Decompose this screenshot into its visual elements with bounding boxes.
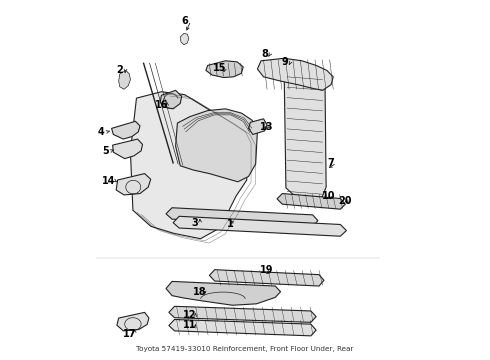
Polygon shape	[116, 174, 151, 195]
Text: 14: 14	[102, 176, 116, 186]
Polygon shape	[166, 282, 281, 305]
Text: 2: 2	[116, 65, 123, 75]
Polygon shape	[117, 312, 149, 331]
Polygon shape	[180, 33, 189, 45]
Text: 19: 19	[260, 265, 274, 275]
Polygon shape	[119, 71, 130, 89]
Text: 17: 17	[122, 329, 136, 339]
Text: 9: 9	[281, 57, 288, 67]
Polygon shape	[112, 121, 140, 139]
Polygon shape	[113, 139, 143, 159]
Text: 3: 3	[191, 219, 198, 228]
Text: 20: 20	[339, 195, 352, 206]
Text: 11: 11	[183, 320, 196, 330]
Polygon shape	[284, 71, 326, 202]
Text: 6: 6	[182, 15, 189, 26]
Polygon shape	[206, 61, 243, 77]
Text: 18: 18	[193, 287, 206, 297]
Polygon shape	[166, 208, 318, 226]
Polygon shape	[173, 216, 346, 236]
Text: 1: 1	[227, 220, 233, 229]
Polygon shape	[169, 306, 316, 322]
Text: 12: 12	[183, 310, 196, 320]
Polygon shape	[248, 119, 267, 134]
Text: 5: 5	[102, 146, 109, 156]
Text: 16: 16	[155, 100, 168, 109]
Text: 13: 13	[260, 122, 274, 132]
Polygon shape	[130, 92, 247, 239]
Text: 15: 15	[213, 63, 226, 73]
Polygon shape	[175, 109, 257, 182]
Polygon shape	[169, 319, 316, 336]
Text: Toyota 57419-33010 Reinforcement, Front Floor Under, Rear: Toyota 57419-33010 Reinforcement, Front …	[136, 346, 354, 351]
Text: 7: 7	[328, 158, 335, 168]
Polygon shape	[209, 270, 324, 286]
Text: 4: 4	[98, 127, 104, 137]
Text: 8: 8	[261, 49, 268, 59]
Polygon shape	[257, 58, 333, 90]
Polygon shape	[277, 194, 345, 209]
Text: 10: 10	[322, 191, 335, 201]
Polygon shape	[160, 90, 182, 109]
